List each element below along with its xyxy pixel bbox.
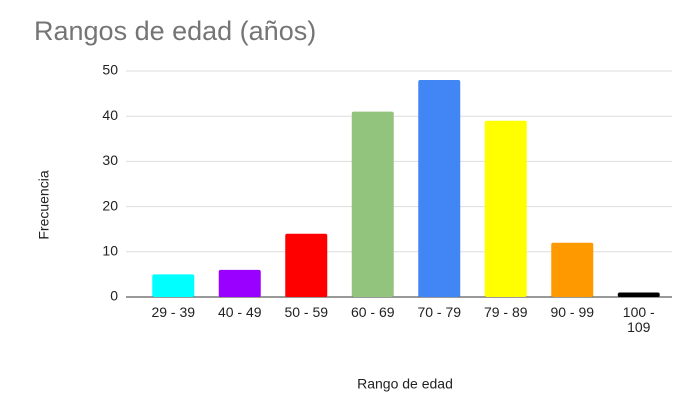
x-tick-label: 40 - 49 [217, 304, 262, 320]
y-axis-title: Frecuencia [36, 170, 52, 239]
y-tick-label: 20 [102, 197, 118, 213]
y-tick-label: 40 [102, 107, 118, 123]
bar [617, 292, 660, 297]
x-tick-label: 60 - 69 [350, 304, 395, 320]
x-tick-label: 100 - 109 [622, 304, 655, 335]
x-tick-label: 90 - 99 [550, 304, 595, 320]
x-tick-label: 70 - 79 [417, 304, 462, 320]
x-tick-label: 29 - 39 [151, 304, 196, 320]
bar [418, 80, 461, 297]
y-tick-label: 0 [110, 288, 118, 304]
bar [285, 233, 328, 297]
y-tick-label: 50 [102, 62, 118, 78]
bar [484, 120, 527, 297]
x-axis-title: Rango de edad [357, 376, 453, 392]
y-tick-label: 30 [102, 152, 118, 168]
bar [218, 269, 261, 297]
chart-title: Rangos de edad (años) [34, 16, 316, 46]
x-tick-label: 50 - 59 [284, 304, 329, 320]
bar [351, 111, 394, 298]
x-tick-label: 79 - 89 [483, 304, 528, 320]
y-tick-label: 10 [102, 243, 118, 259]
bar [551, 242, 594, 297]
bar [152, 274, 195, 297]
